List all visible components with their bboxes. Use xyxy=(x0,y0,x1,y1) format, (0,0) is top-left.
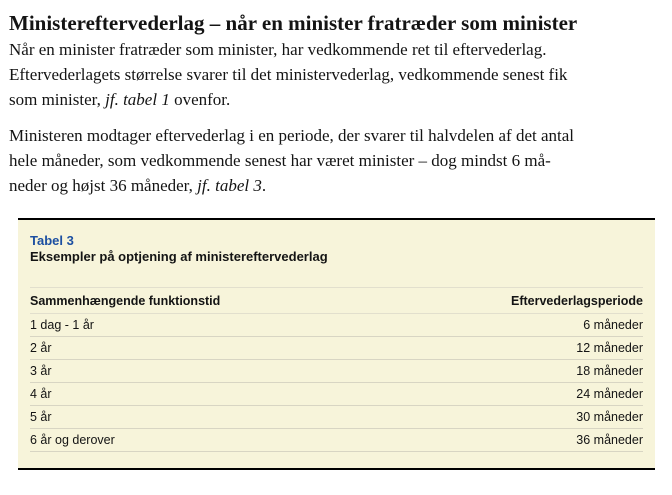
text-run: neder og højst 36 måneder, xyxy=(9,176,198,195)
text-run: ovenfor. xyxy=(169,90,231,109)
document-page: Ministereftervederlag – når en minister … xyxy=(9,11,664,470)
paragraph-eftervederlag-periode: Ministeren modtager eftervederlag i en p… xyxy=(9,123,664,198)
table-row: 6 år og derover 36 måneder xyxy=(30,429,643,452)
cell-periode: 6 måneder xyxy=(583,318,643,332)
paragraph-line: neder og højst 36 måneder, jf. tabel 3. xyxy=(9,173,664,198)
table-title: Eksempler på optjening af ministerefterv… xyxy=(30,249,328,264)
paragraph-line: som minister, jf. tabel 1 ovenfor. xyxy=(9,87,664,112)
cell-periode: 18 måneder xyxy=(576,364,643,378)
cell-funktionstid: 1 dag - 1 år xyxy=(30,318,94,332)
text-run: . xyxy=(261,176,267,195)
tabel-3-box: Tabel 3 Eksempler på optjening af minist… xyxy=(18,218,655,470)
cell-periode: 30 måneder xyxy=(576,410,643,424)
table-row: 4 år 24 måneder xyxy=(30,383,643,406)
cell-periode: 24 måneder xyxy=(576,387,643,401)
column-header-eftervederlagsperiode: Eftervederlagsperiode xyxy=(511,293,643,308)
cell-funktionstid: 3 år xyxy=(30,364,52,378)
cell-funktionstid: 2 år xyxy=(30,341,52,355)
table-row: 1 dag - 1 år 6 måneder xyxy=(30,314,643,337)
table-row: 5 år 30 måneder xyxy=(30,406,643,429)
table-label: Tabel 3 xyxy=(30,233,74,248)
table-reference: jf. tabel 1 xyxy=(105,90,170,109)
text-run: som minister, xyxy=(9,90,106,109)
cell-funktionstid: 4 år xyxy=(30,387,52,401)
paragraph-line: Eftervederlagets størrelse svarer til de… xyxy=(9,65,568,84)
page-title: Ministereftervederlag – når en minister … xyxy=(9,11,578,35)
paragraph-eftervederlag-intro: Når en minister fratræder som minister, … xyxy=(9,37,664,112)
table-header-row: Sammenhængende funktionstid Eftervederla… xyxy=(30,287,643,314)
table-reference: jf. tabel 3 xyxy=(197,176,262,195)
table-row: 2 år 12 måneder xyxy=(30,337,643,360)
paragraph-line: hele måneder, som vedkommende senest har… xyxy=(9,151,551,170)
cell-periode: 12 måneder xyxy=(576,341,643,355)
table-row: 3 år 18 måneder xyxy=(30,360,643,383)
paragraph-line: Når en minister fratræder som minister, … xyxy=(9,40,547,59)
cell-funktionstid: 5 år xyxy=(30,410,52,424)
cell-periode: 36 måneder xyxy=(576,433,643,447)
paragraph-line: Ministeren modtager eftervederlag i en p… xyxy=(9,126,575,145)
column-header-funktionstid: Sammenhængende funktionstid xyxy=(30,293,221,308)
cell-funktionstid: 6 år og derover xyxy=(30,433,115,447)
